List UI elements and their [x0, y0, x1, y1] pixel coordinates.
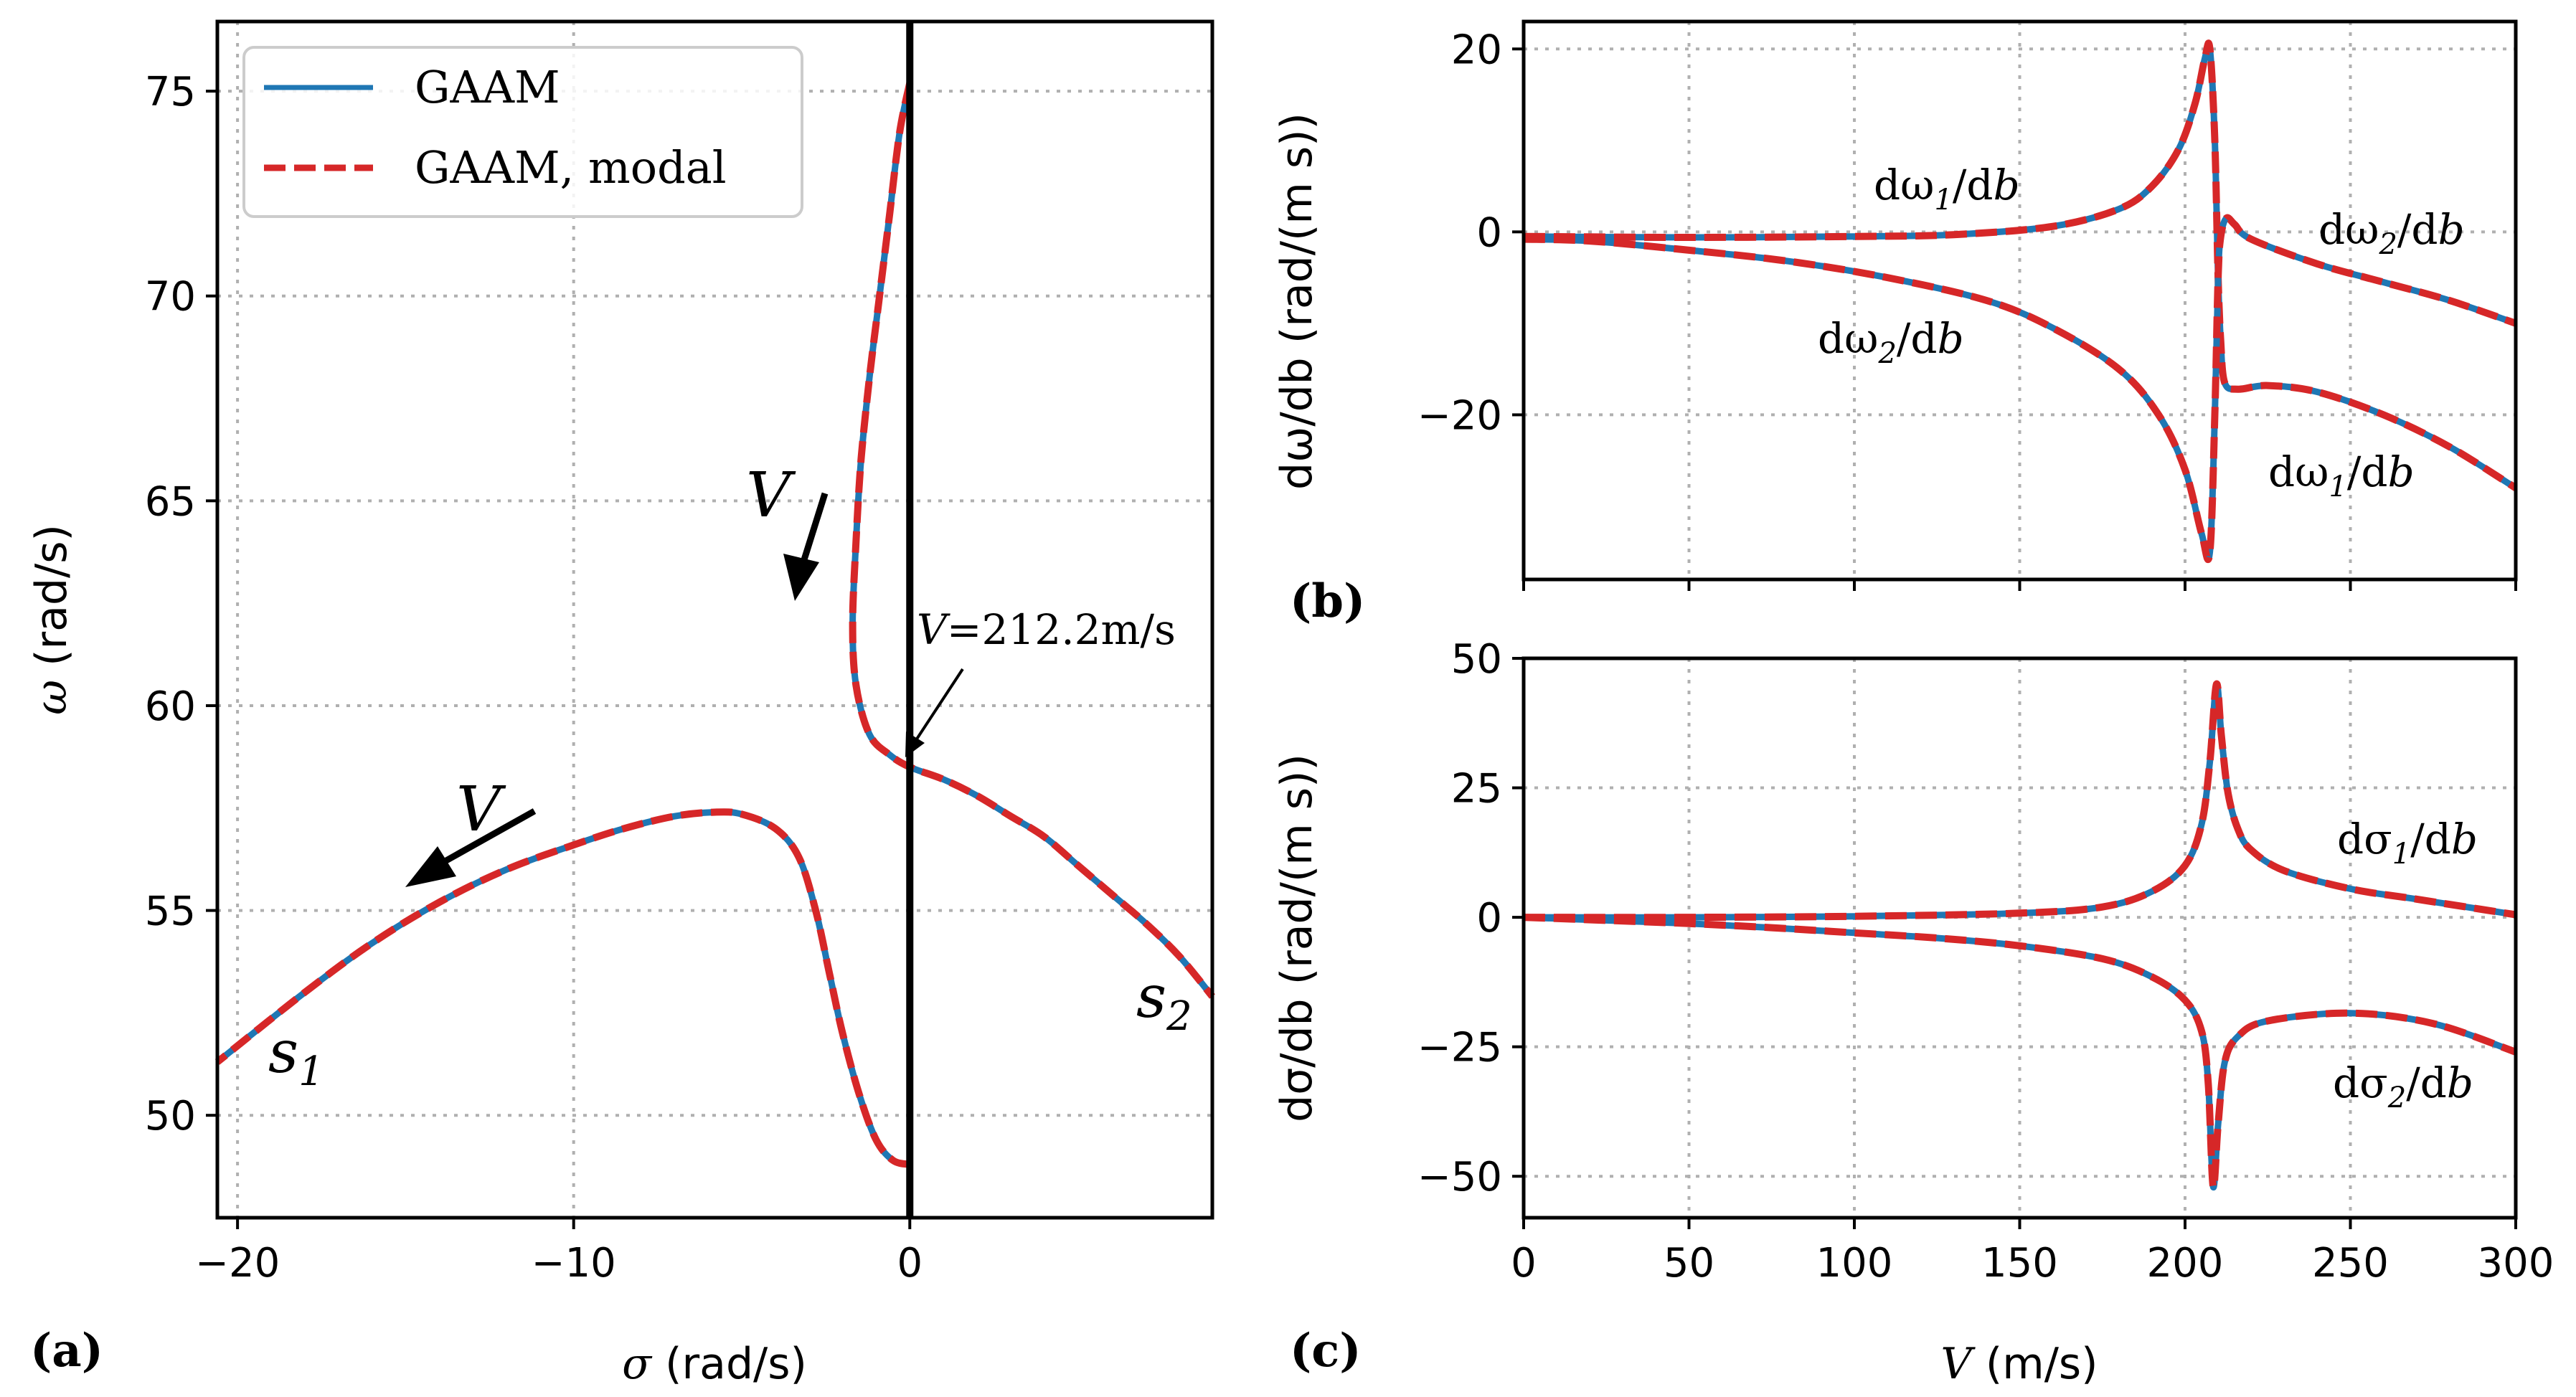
panel-c-ticks: 0 50 100 150 200 250 300 −50 −25 0 25 50 — [1417, 636, 2554, 1287]
panel-a-frame — [215, 19, 1214, 1220]
panel-b-curves — [1523, 39, 2518, 564]
s1-label: s1 — [268, 1018, 324, 1095]
a-ytick-label: 50 — [145, 1093, 196, 1140]
s2-label: s2 — [1136, 963, 1192, 1040]
c-ytick-label: 25 — [1451, 766, 1502, 813]
a-series-1-modal — [214, 808, 911, 1168]
panel-a-xlabel: σ (rad/s) — [622, 1339, 807, 1389]
a-series-1-gaam — [215, 808, 911, 1168]
v-direction-arrowhead-lower — [405, 846, 456, 887]
critical-speed-arrow — [913, 668, 964, 744]
a-xtick-label: 0 — [897, 1240, 923, 1287]
b-ytick-label: 20 — [1451, 27, 1502, 73]
a-xtick-label: −20 — [195, 1240, 280, 1287]
c-ytick-label: −50 — [1417, 1154, 1502, 1201]
c-ytick-label: 50 — [1451, 636, 1502, 683]
panel-b-ylabel: dω/db (rad/(m s)) — [1272, 113, 1322, 490]
critical-speed-label: V=212.2m/s — [917, 605, 1176, 654]
a-ytick-label: 70 — [145, 274, 196, 321]
b-series-2-modal — [1523, 214, 2517, 564]
c-series-1-modal — [1523, 680, 2516, 922]
c-series-2-gaam — [1523, 914, 2517, 1190]
label-dw1-top: dω1/db — [1874, 161, 2020, 217]
label-dw2-right: dω2/db — [2318, 205, 2465, 261]
panel-a-ticks: −20 −10 0 50 55 60 65 70 75 — [145, 69, 923, 1287]
label-ds1: dσ1/db — [2337, 815, 2478, 871]
b-ytick-label: −20 — [1417, 392, 1502, 439]
c-xtick-label: 300 — [2478, 1240, 2554, 1287]
label-dw1-right: dω1/db — [2268, 447, 2415, 503]
v-direction-label-lower: V — [456, 774, 506, 846]
legend-gaam-label: GAAM — [415, 61, 560, 113]
panel-b-label: (b) — [1290, 574, 1365, 628]
b-series-1-modal — [1523, 39, 2518, 491]
panel-a-label: (a) — [30, 1324, 103, 1378]
c-xtick-label: 150 — [1981, 1240, 2058, 1287]
critical-speed-arrowhead — [905, 731, 925, 757]
panel-c-xlabel: V (m/s) — [1940, 1339, 2098, 1389]
a-ytick-label: 75 — [145, 69, 196, 115]
panel-b: −20 0 20 dω/db (rad/(m s)) (b) dω1/db dω2/… — [1272, 19, 2518, 628]
panel-a-curves — [214, 82, 1215, 1168]
panel-c-label: (c) — [1290, 1324, 1362, 1378]
b-ytick-label: 0 — [1476, 209, 1502, 256]
panel-b-ticks: −20 0 20 — [1417, 27, 2517, 591]
label-ds2: dσ2/db — [2333, 1059, 2473, 1114]
a-ytick-label: 60 — [145, 683, 196, 730]
a-ytick-label: 65 — [145, 478, 196, 525]
c-xtick-label: 0 — [1511, 1240, 1537, 1287]
panel-c-grid — [1522, 657, 2517, 1218]
a-series-2-modal — [849, 82, 1215, 999]
panel-c-ylabel: dσ/db (rad/(m s)) — [1272, 754, 1322, 1122]
c-xtick-label: 100 — [1816, 1240, 1893, 1287]
legend: GAAM GAAM, modal — [242, 46, 803, 218]
c-xtick-label: 250 — [2312, 1240, 2389, 1287]
legend-box — [242, 46, 803, 218]
label-dw2-left: dω2/db — [1818, 314, 1964, 370]
panel-a-ylabel: ω (rad/s) — [27, 524, 77, 715]
c-ytick-label: −25 — [1417, 1025, 1502, 1071]
c-xtick-label: 200 — [2147, 1240, 2224, 1287]
a-xtick-label: −10 — [532, 1240, 616, 1287]
v-direction-arrowhead-upper — [783, 554, 819, 601]
c-ytick-label: 0 — [1476, 895, 1502, 942]
c-series-2-modal — [1523, 914, 2517, 1191]
a-ytick-label: 55 — [145, 889, 196, 935]
legend-modal-label: GAAM, modal — [415, 141, 727, 194]
v-direction-label-upper: V — [746, 460, 796, 531]
panel-c: 0 50 100 150 200 250 300 −50 −25 0 25 50 dσ/db (rad… — [1272, 636, 2554, 1389]
panel-c-curves — [1523, 680, 2517, 1191]
v-direction-arrow-upper — [798, 492, 829, 568]
c-xtick-label: 50 — [1664, 1240, 1714, 1287]
v-direction-arrow-lower — [444, 808, 537, 863]
panel-a-annotations: V V V=212.2m/s s1 s2 — [268, 460, 1192, 1095]
